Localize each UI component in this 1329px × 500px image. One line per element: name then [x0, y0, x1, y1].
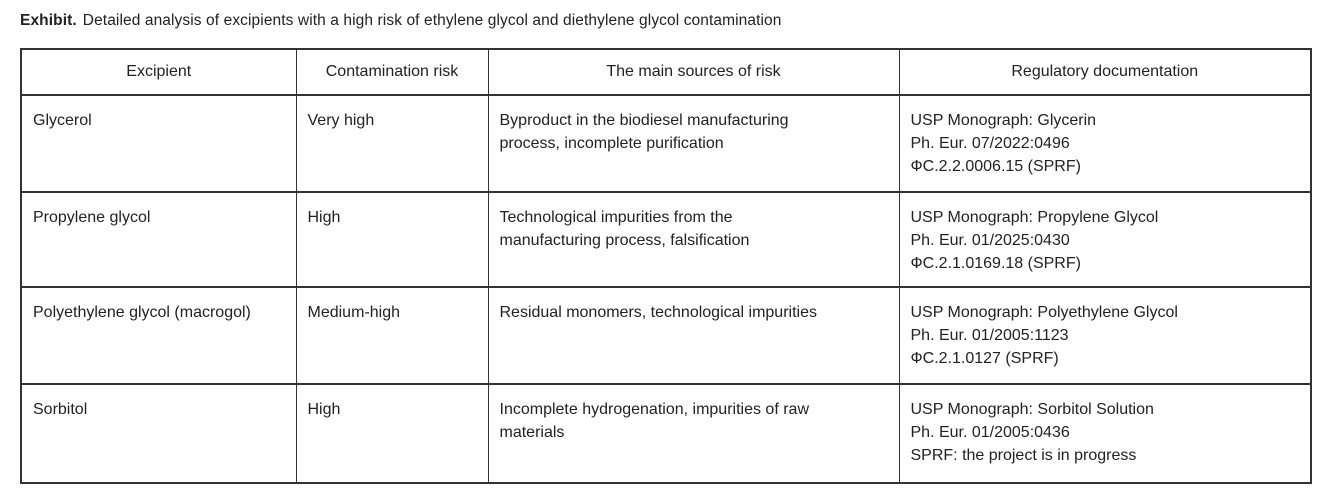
cell-risk: Very high [295, 94, 489, 193]
doc-line: Ph. Eur. 01/2005:0436 [910, 424, 1070, 441]
cell-excipient: Polyethylene glycol (macrogol) [20, 286, 297, 385]
header-row: Excipient Contamination risk The main so… [20, 48, 1312, 96]
column-header-regulatory-documentation: Regulatory documentation [898, 48, 1312, 96]
doc-line: ФС.2.1.0127 (SPRF) [910, 350, 1059, 367]
cell-sources: Incomplete hydrogenation, impurities of … [487, 383, 900, 484]
doc-line: USP Monograph: Polyethylene Glycol [910, 304, 1178, 321]
excipients-risk-table: Excipient Contamination risk The main so… [20, 48, 1312, 484]
column-header-contamination-risk: Contamination risk [295, 48, 489, 96]
source-line: Technological impurities from the [499, 209, 733, 226]
cell-sources: Residual monomers, technological impurit… [487, 286, 900, 385]
table-row-glycerol: Glycerol Very high Byproduct in the biod… [20, 94, 1312, 193]
table-row-polyethylene-glycol: Polyethylene glycol (macrogol) Medium-hi… [20, 286, 1312, 385]
source-line: process, incomplete purification [499, 135, 724, 152]
cell-risk: High [295, 191, 489, 288]
column-header-main-sources: The main sources of risk [487, 48, 900, 96]
source-line: manufacturing process, falsification [499, 232, 750, 249]
doc-line: USP Monograph: Propylene Glycol [910, 209, 1159, 226]
cell-sources: Byproduct in the biodiesel manufacturing… [487, 94, 900, 193]
cell-risk: Medium-high [295, 286, 489, 385]
caption-label: Exhibit. [20, 12, 77, 29]
doc-line: Ph. Eur. 01/2025:0430 [910, 232, 1070, 249]
source-line: Incomplete hydrogenation, impurities of … [499, 401, 810, 418]
cell-excipient: Propylene glycol [20, 191, 297, 288]
caption-text: Detailed analysis of excipients with a h… [82, 12, 782, 29]
doc-line: USP Monograph: Glycerin [910, 112, 1097, 129]
cell-docs: USP Monograph: Propylene Glycol Ph. Eur.… [898, 191, 1312, 288]
doc-line: SPRF: the project is in progress [910, 447, 1137, 464]
cell-excipient: Sorbitol [20, 383, 297, 484]
source-line: Byproduct in the biodiesel manufacturing [499, 112, 789, 129]
cell-excipient: Glycerol [20, 94, 297, 193]
table-row-sorbitol: Sorbitol High Incomplete hydrogenation, … [20, 383, 1312, 484]
cell-docs: USP Monograph: Polyethylene Glycol Ph. E… [898, 286, 1312, 385]
doc-line: ФС.2.1.0169.18 (SPRF) [910, 255, 1081, 272]
doc-line: Ph. Eur. 01/2005:1123 [910, 327, 1069, 344]
doc-line: ФС.2.2.0006.15 (SPRF) [910, 158, 1081, 175]
document-page: Exhibit. Detailed analysis of excipients … [20, 12, 1312, 484]
source-line: Residual monomers, technological impurit… [499, 304, 817, 321]
doc-line: Ph. Eur. 07/2022:0496 [910, 135, 1070, 152]
cell-docs: USP Monograph: Sorbitol Solution Ph. Eur… [898, 383, 1312, 484]
doc-line: USP Monograph: Sorbitol Solution [910, 401, 1154, 418]
table-row-propylene-glycol: Propylene glycol High Technological impu… [20, 191, 1312, 288]
cell-docs: USP Monograph: Glycerin Ph. Eur. 07/2022… [898, 94, 1312, 193]
table-caption: Exhibit. Detailed analysis of excipients … [20, 12, 1310, 29]
cell-sources: Technological impurities from the manufa… [487, 191, 900, 288]
source-line: materials [499, 424, 565, 441]
cell-risk: High [295, 383, 489, 484]
column-header-excipient: Excipient [20, 48, 297, 96]
